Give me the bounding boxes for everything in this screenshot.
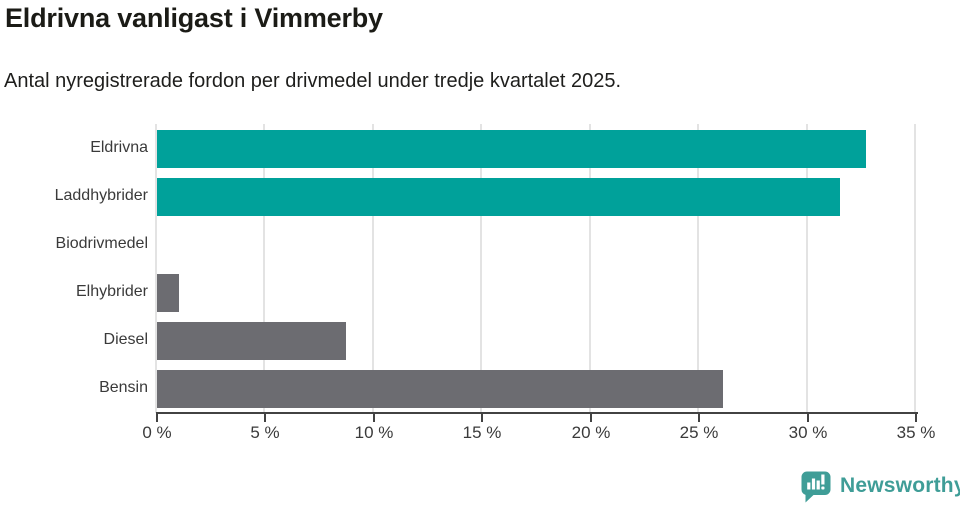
gridline xyxy=(589,124,591,413)
x-tick-label: 5 % xyxy=(250,423,280,442)
gridline xyxy=(806,124,808,413)
bar-row xyxy=(157,268,916,316)
bar-row xyxy=(157,220,916,268)
gridline xyxy=(155,124,157,413)
x-tick-mark xyxy=(264,414,266,422)
bar-row xyxy=(157,172,916,220)
x-tick-mark xyxy=(915,414,917,422)
x-tick-label: 0 % xyxy=(142,423,172,442)
x-axis-line xyxy=(156,412,918,414)
category-label: Bensin xyxy=(99,379,148,396)
bar xyxy=(157,370,723,408)
x-tick-label: 10 % xyxy=(354,423,394,442)
x-tick-label: 15 % xyxy=(462,423,502,442)
x-tick-label: 35 % xyxy=(896,423,936,442)
newsworthy-logo: Newsworthy xyxy=(799,469,960,503)
chart-title: Eldrivna vanligast i Vimmerby xyxy=(5,3,383,33)
x-tick-mark xyxy=(373,414,375,422)
bar xyxy=(157,322,346,360)
x-tick-mark xyxy=(807,414,809,422)
y-axis-labels: Eldrivna Laddhybrider Biodrivmedel Elhybrid… xyxy=(0,124,148,413)
bar-row xyxy=(157,124,916,172)
newsworthy-logo-icon xyxy=(801,471,831,503)
gridline xyxy=(697,124,699,413)
x-tick-mark xyxy=(481,414,483,422)
x-tick-mark xyxy=(156,414,158,422)
category-label: Elhybrider xyxy=(75,283,148,300)
bar xyxy=(157,130,867,168)
x-tick-label: 20 % xyxy=(571,423,611,442)
category-label: Eldrivna xyxy=(90,139,148,156)
bar-row xyxy=(157,316,916,364)
plot-area xyxy=(155,124,916,413)
x-tick-mark xyxy=(698,414,700,422)
gridline xyxy=(914,124,916,413)
category-label: Laddhybrider xyxy=(54,187,148,204)
bar-row xyxy=(157,364,916,412)
chart-subtitle: Antal nyregistrerade fordon per drivmede… xyxy=(4,70,622,92)
x-tick-label: 30 % xyxy=(788,423,828,442)
gridline xyxy=(372,124,374,413)
category-label: Diesel xyxy=(103,331,148,348)
newsworthy-logo-text: Newsworthy xyxy=(840,474,960,497)
gridline xyxy=(263,124,265,413)
bar xyxy=(157,178,841,216)
x-tick-label: 25 % xyxy=(679,423,719,442)
x-tick-mark xyxy=(590,414,592,422)
category-label: Biodrivmedel xyxy=(55,235,148,252)
gridline xyxy=(480,124,482,413)
bar xyxy=(157,274,179,312)
